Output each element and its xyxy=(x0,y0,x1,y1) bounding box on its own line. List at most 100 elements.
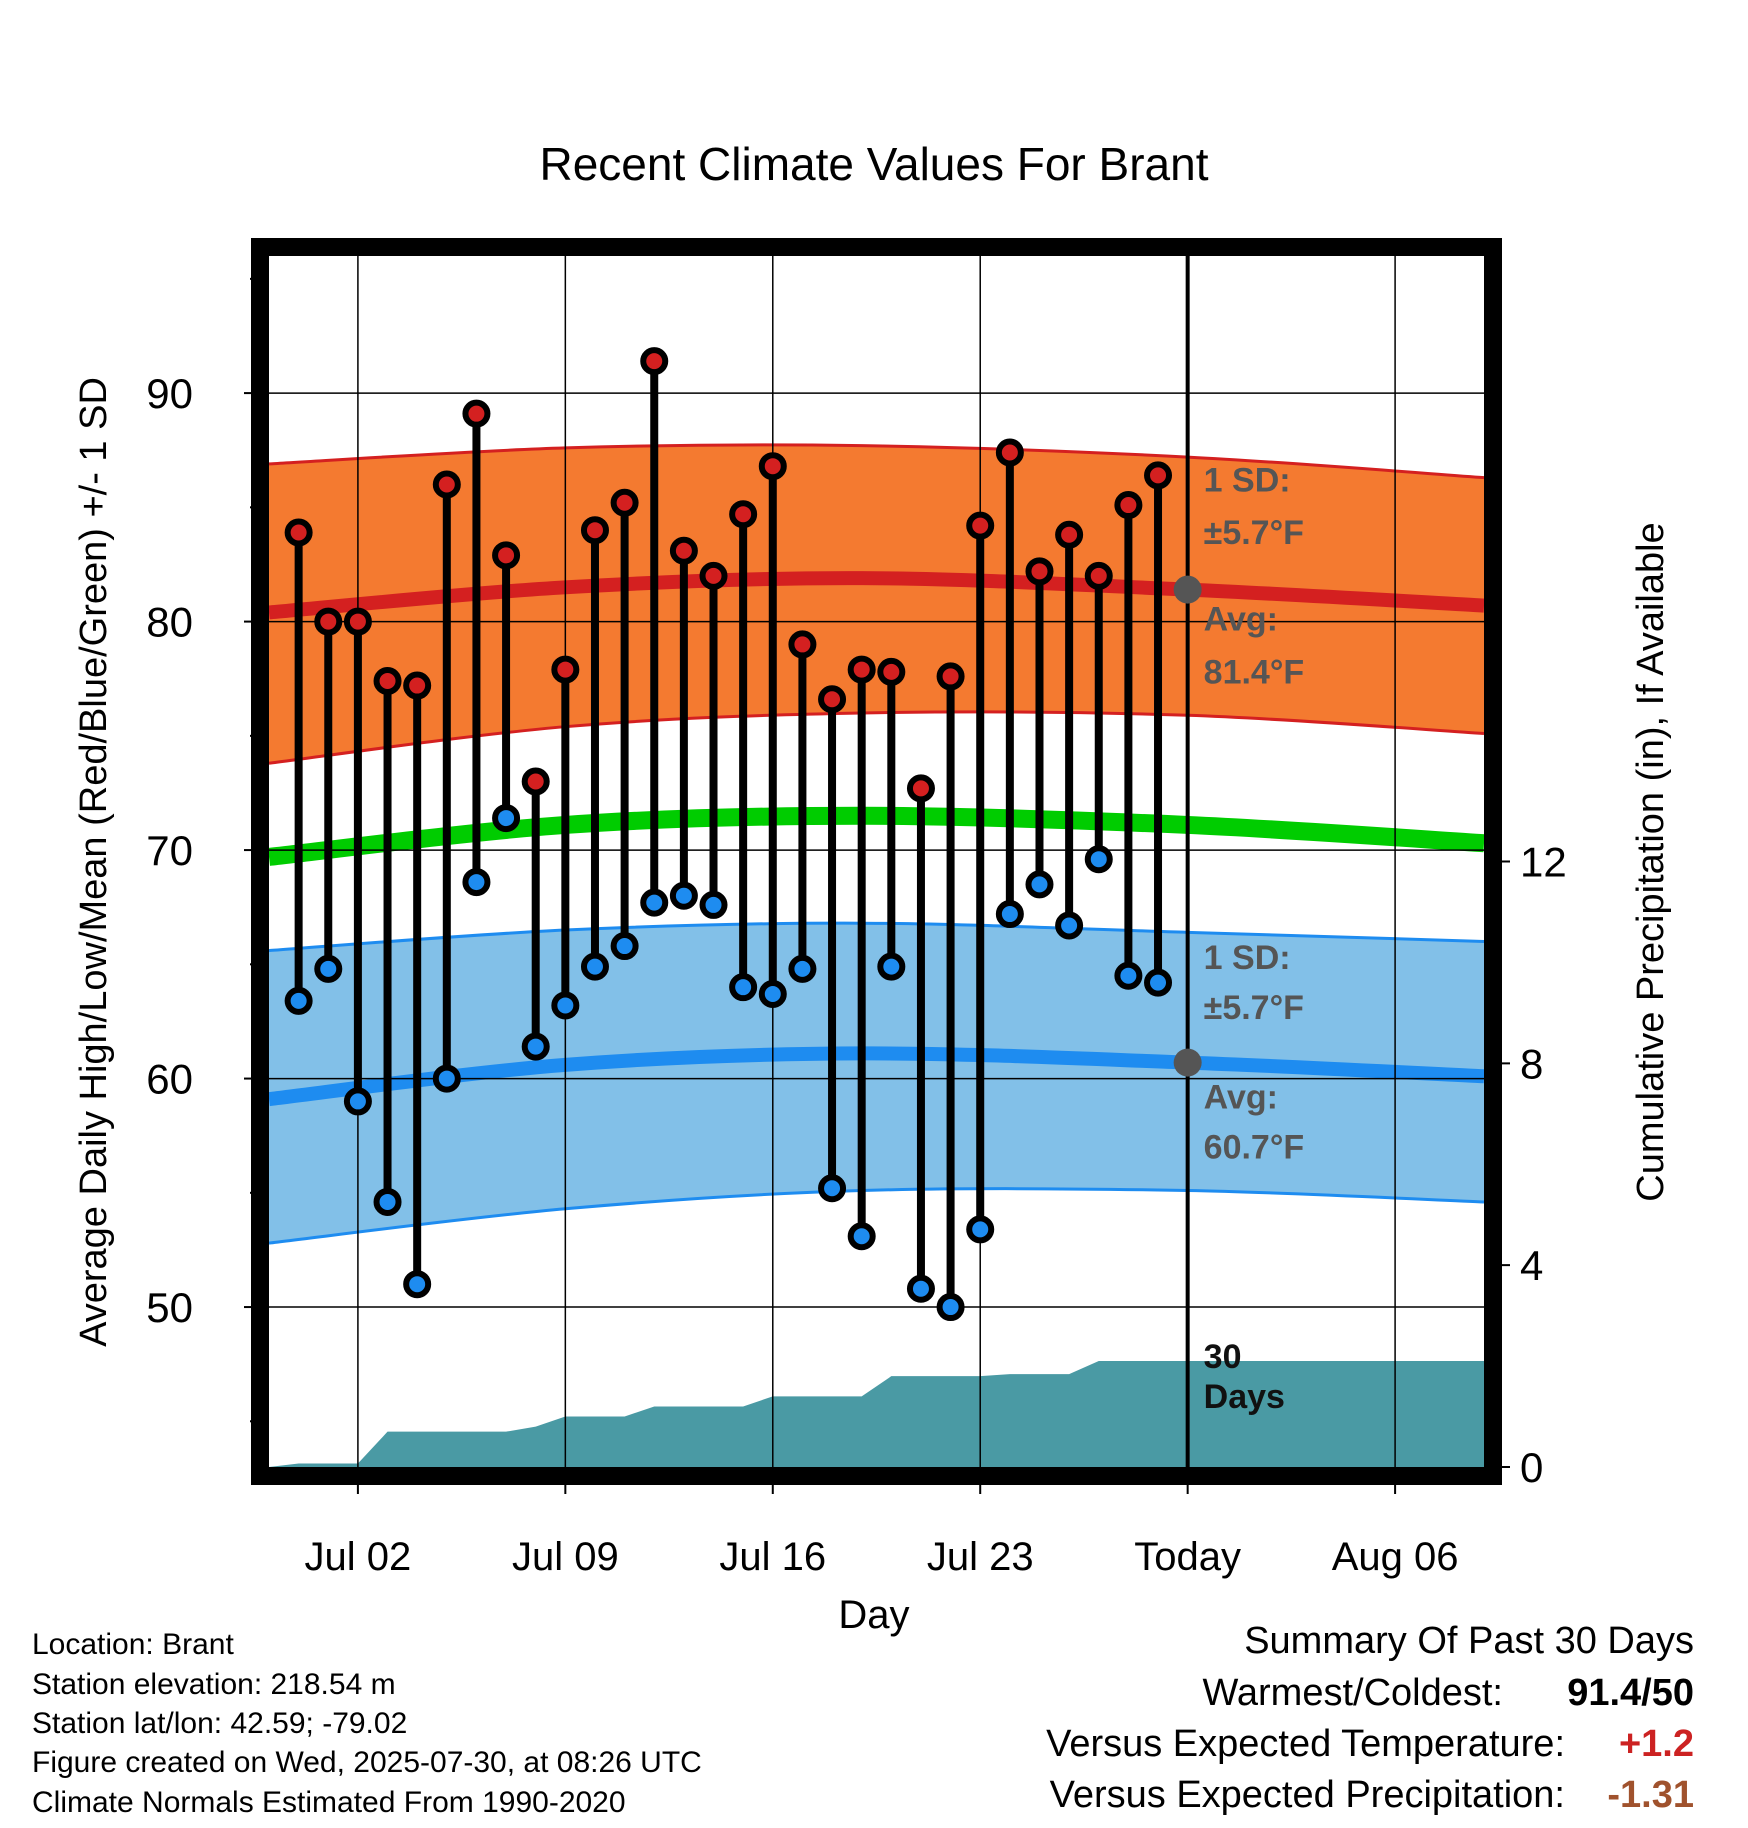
y-axis-label-right: Cumulative Precipitation (in), If Availa… xyxy=(1630,522,1672,1201)
precip-vs-expected-value: -1.31 xyxy=(1607,1774,1694,1816)
x-axis-label: Day xyxy=(838,1593,909,1637)
high-point xyxy=(403,671,432,700)
y-tick-label-left: 90 xyxy=(146,370,193,417)
high-sd-label: 1 SD: xyxy=(1204,461,1291,499)
warm-cold-value: 91.4/50 xyxy=(1567,1672,1694,1714)
normals-period-text: Climate Normals Estimated From 1990-2020 xyxy=(32,1786,626,1819)
high-point xyxy=(877,657,906,686)
high-point xyxy=(1144,461,1173,490)
high-point xyxy=(1114,491,1143,520)
high-point xyxy=(669,536,698,565)
low-point xyxy=(640,888,669,917)
precip-period-label-days: Days xyxy=(1204,1378,1285,1416)
precipitation-fill xyxy=(269,1361,1484,1467)
elevation-text: Station elevation: 218.54 m xyxy=(32,1668,396,1701)
high-mean-line xyxy=(268,571,1485,620)
low-point xyxy=(788,954,817,983)
temp-vs-expected-label: Versus Expected Temperature: xyxy=(1046,1723,1565,1765)
high-point xyxy=(580,516,609,545)
y-tick-label-left: 80 xyxy=(146,599,193,646)
high-point xyxy=(966,511,995,540)
high-point xyxy=(640,347,669,376)
x-tick-label: Jul 16 xyxy=(719,1535,826,1579)
low-point xyxy=(373,1187,402,1216)
high-point xyxy=(343,607,372,636)
low-point xyxy=(551,991,580,1020)
normal-bands xyxy=(268,443,1485,1245)
low-point xyxy=(343,1087,372,1116)
low-point xyxy=(521,1032,550,1061)
low-avg-value: 60.7°F xyxy=(1204,1129,1305,1167)
precip-vs-expected-label: Versus Expected Precipitation: xyxy=(1049,1774,1565,1816)
high-point xyxy=(373,666,402,695)
high-point xyxy=(314,607,343,636)
y-tick-label-left: 60 xyxy=(146,1056,193,1103)
low-point xyxy=(1055,911,1084,940)
low-point xyxy=(462,868,491,897)
precip-period-label: 30 xyxy=(1204,1338,1242,1376)
low-avg-label: Avg: xyxy=(1204,1078,1278,1116)
x-tick-label: Jul 02 xyxy=(305,1535,412,1579)
low-point xyxy=(699,890,728,919)
x-tick-label: Jul 09 xyxy=(512,1535,619,1579)
high-point xyxy=(610,488,639,517)
low-point xyxy=(1025,870,1054,899)
y-tick-label-left: 70 xyxy=(146,827,193,874)
high-point xyxy=(551,655,580,684)
low-point xyxy=(669,881,698,910)
x-tick-label: Jul 23 xyxy=(927,1535,1034,1579)
high-point xyxy=(788,630,817,659)
high-point xyxy=(818,685,847,714)
low-point xyxy=(877,952,906,981)
y-axis-label-left: Average Daily High/Low/Mean (Red/Blue/Gr… xyxy=(73,377,115,1347)
low-point xyxy=(906,1274,935,1303)
low-point xyxy=(1144,968,1173,997)
low-sd-value: ±5.7°F xyxy=(1204,989,1304,1027)
high-avg-marker xyxy=(1173,575,1202,604)
high-point xyxy=(847,655,876,684)
normal-annotations: 1 SD: ±5.7°F Avg: 81.4°F 1 SD: ±5.7°F Avg: 60.7… xyxy=(1173,461,1305,1416)
low-point xyxy=(995,900,1024,929)
grid-lines xyxy=(269,256,1484,1467)
low-point xyxy=(1114,961,1143,990)
high-point xyxy=(995,438,1024,467)
y-tick-label-right: 4 xyxy=(1520,1242,1543,1289)
location-text: Location: Brant xyxy=(32,1628,234,1661)
low-avg-marker xyxy=(1173,1048,1202,1077)
x-tick-label: Today xyxy=(1134,1535,1241,1579)
high-point xyxy=(521,767,550,796)
high-point xyxy=(284,518,313,547)
high-point xyxy=(758,452,787,481)
precipitation-area xyxy=(269,1361,1484,1467)
summary-title: Summary Of Past 30 Days xyxy=(1244,1620,1694,1662)
temp-vs-expected-value: +1.2 xyxy=(1618,1723,1694,1765)
high-sd-value: ±5.7°F xyxy=(1204,514,1304,552)
high-point xyxy=(729,500,758,529)
low-point xyxy=(432,1064,461,1093)
low-point xyxy=(1084,845,1113,874)
low-point xyxy=(758,980,787,1009)
y-tick-label-left: 50 xyxy=(146,1284,193,1331)
high-point xyxy=(906,774,935,803)
low-point xyxy=(818,1174,847,1203)
low-point xyxy=(492,804,521,833)
high-point xyxy=(462,399,491,428)
y-tick-label-right: 8 xyxy=(1520,1040,1543,1087)
high-point xyxy=(1025,557,1054,586)
low-sd-label: 1 SD: xyxy=(1204,939,1291,977)
high-avg-label: Avg: xyxy=(1204,601,1278,639)
low-point xyxy=(966,1215,995,1244)
high-point xyxy=(699,561,728,590)
high-point xyxy=(1055,520,1084,549)
created-text: Figure created on Wed, 2025-07-30, at 08… xyxy=(32,1746,702,1779)
high-point xyxy=(432,470,461,499)
high-avg-value: 81.4°F xyxy=(1204,653,1305,691)
high-point xyxy=(492,541,521,570)
high-sd-band xyxy=(269,444,1484,764)
low-point xyxy=(729,973,758,1002)
daily-range-bars xyxy=(284,347,1173,1322)
chart-title: Recent Climate Values For Brant xyxy=(540,138,1209,190)
high-point xyxy=(1084,561,1113,590)
low-point xyxy=(580,952,609,981)
